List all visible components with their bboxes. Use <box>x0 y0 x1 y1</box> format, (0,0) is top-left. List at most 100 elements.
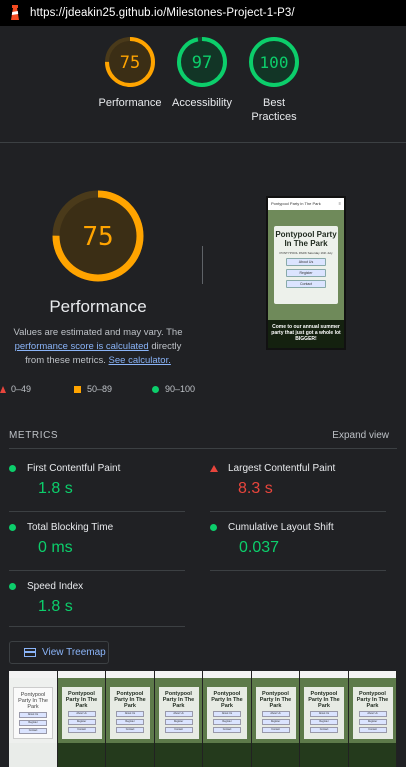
legend-fail-label: 0–49 <box>11 384 32 394</box>
preview-button: About Us <box>286 258 326 266</box>
frame-card: Pontypool Party In The Park About Us Regis… <box>352 687 393 739</box>
preview-button: Register <box>286 269 326 277</box>
preview-footer: Come to our annual summer party that jus… <box>268 320 344 348</box>
frame-button: About Us <box>116 711 144 717</box>
filmstrip-frame[interactable]: Pontypool Party In The Park About Us Regis… <box>154 671 203 767</box>
frame-button: About Us <box>261 711 290 717</box>
address-bar: https://jdeakin25.github.io/Milestones-P… <box>0 0 406 26</box>
gauge-label: Performance <box>98 97 162 109</box>
frame-title: Pontypool Party In The Park <box>65 691 98 709</box>
frame-button: About Us <box>164 711 193 717</box>
filmstrip-frame[interactable]: Pontypool Party In The Park About Us Regis… <box>203 671 252 767</box>
metric-cls: Cumulative Layout Shift 0.037 <box>210 522 386 571</box>
frame-card: Pontypool Party In The Park About Us Regis… <box>304 687 344 739</box>
performance-title: Performance <box>49 297 147 316</box>
frame-title: Pontypool Party In The Park <box>211 691 243 709</box>
see-calculator-link[interactable]: See calculator. <box>108 355 171 366</box>
frame-title: Pontypool Party In The Park <box>356 691 389 709</box>
frame-header <box>203 671 251 678</box>
score-legend: 0–49 50–89 90–100 <box>0 384 406 398</box>
pass-circle-icon <box>9 583 16 590</box>
frame-header <box>57 671 105 678</box>
metric-lcp: Largest Contentful Paint 8.3 s <box>210 463 386 512</box>
frame-card: Pontypool Party In The Park About Us Regis… <box>255 687 296 739</box>
preview-hero-title: Pontypool Party In The Park <box>275 230 337 248</box>
expand-view-toggle[interactable]: Expand view <box>332 430 389 441</box>
frame-button: About Us <box>19 712 47 718</box>
performance-score: 75 <box>82 222 113 252</box>
metric-value: 0 ms <box>38 539 73 556</box>
pass-circle-icon <box>152 385 159 393</box>
legend-average: 50–89 <box>74 384 112 394</box>
pass-circle-icon <box>210 524 217 531</box>
frame-button: Register <box>164 719 193 725</box>
metric-value: 1.8 s <box>38 480 73 497</box>
preview-hero-sub: PONTYPOOL PARK Saturday 16th July <box>279 251 333 255</box>
menu-icon: ≡ <box>338 201 341 206</box>
metrics-title: METRICS <box>9 430 59 441</box>
frame-button: About Us <box>67 711 96 717</box>
frame-card: Pontypool Party In The Park About Us Regis… <box>207 687 247 739</box>
metric-speed-index: Speed Index 1.8 s <box>9 581 185 627</box>
gauge-accessibility[interactable]: 97 Accessibility <box>162 36 242 110</box>
frame-title: Pontypool Party In The Park <box>162 691 195 709</box>
frame-header <box>251 671 299 678</box>
frame-button: Register <box>310 719 338 725</box>
legend-average-label: 50–89 <box>87 384 113 394</box>
score-summary: 75 Performance 97 Accessibility 100 Best… <box>0 36 406 146</box>
frame-button: Contact <box>261 727 290 733</box>
metrics-header: METRICS Expand view <box>9 430 389 441</box>
frame-button: About Us <box>358 711 387 717</box>
frame-button: Register <box>213 719 241 725</box>
frame-title: Pontypool Party In The Park <box>18 692 48 710</box>
note-text: directly from these metrics. <box>25 341 182 366</box>
metric-fcp: First Contentful Paint 1.8 s <box>9 463 185 512</box>
metric-label: Cumulative Layout Shift <box>228 522 334 533</box>
treemap-icon <box>24 648 36 657</box>
frame-button: Contact <box>310 727 338 733</box>
metric-value: 8.3 s <box>238 480 273 497</box>
legend-pass-label: 90–100 <box>165 384 196 394</box>
filmstrip-frame[interactable]: Pontypool Party In The Park About Us Reg… <box>9 671 58 767</box>
preview-header: Pontypool Party in The Park ≡ <box>268 198 344 210</box>
view-treemap-button[interactable]: View Treemap <box>9 641 109 664</box>
pass-circle-icon <box>9 524 16 531</box>
divider <box>9 448 397 449</box>
page-url[interactable]: https://jdeakin25.github.io/Milestones-P… <box>30 7 295 19</box>
gauge-label: Best Practices <box>251 97 297 123</box>
frame-footer <box>154 743 202 767</box>
average-square-icon <box>74 385 81 393</box>
frame-footer <box>300 743 348 767</box>
filmstrip-frame[interactable]: Pontypool Party In The Park About Us Regis… <box>106 671 155 767</box>
frame-header <box>300 671 348 678</box>
frame-footer <box>348 743 396 767</box>
frame-button: Register <box>261 719 290 725</box>
frame-button: Register <box>67 719 96 725</box>
gauge-score: 100 <box>260 53 289 72</box>
frame-button: Contact <box>116 727 144 733</box>
filmstrip-frame[interactable]: Pontypool Party In The Park About Us Regis… <box>251 671 300 767</box>
filmstrip-frame[interactable]: Pontypool Party In The Park About Us Regis… <box>300 671 349 767</box>
filmstrip-frame[interactable]: Pontypool Party In The Park About Us Regis… <box>57 671 106 767</box>
score-gauge: 97 <box>177 37 227 87</box>
metric-value: 1.8 s <box>38 598 73 615</box>
frame-footer <box>57 743 105 767</box>
filmstrip: Pontypool Party In The Park About Us Reg… <box>9 671 397 767</box>
frame-button: Contact <box>164 727 193 733</box>
metric-tbt: Total Blocking Time 0 ms <box>9 522 185 571</box>
frame-button: Register <box>19 720 47 726</box>
score-gauge: 75 <box>105 37 155 87</box>
note-text: Values are estimated and may vary. The <box>13 327 183 338</box>
frame-card: Pontypool Party In The Park About Us Regis… <box>110 687 150 739</box>
gauge-performance[interactable]: 75 Performance <box>90 36 170 110</box>
frame-button: About Us <box>310 711 338 717</box>
frame-button: Contact <box>67 727 96 733</box>
pass-circle-icon <box>9 465 16 472</box>
filmstrip-frame[interactable]: Pontypool Party In The Park About Us Regis… <box>348 671 397 767</box>
preview-hero: Pontypool Party In The Park PONTYPOOL PA… <box>274 226 338 304</box>
frame-footer <box>203 743 251 767</box>
gauge-best-practices[interactable]: 100 Best Practices <box>234 36 314 124</box>
metric-value: 0.037 <box>239 539 280 556</box>
final-screenshot[interactable]: Pontypool Party in The Park ≡ Pontypool … <box>266 196 346 350</box>
score-calculated-link[interactable]: performance score is calculated <box>14 341 149 352</box>
